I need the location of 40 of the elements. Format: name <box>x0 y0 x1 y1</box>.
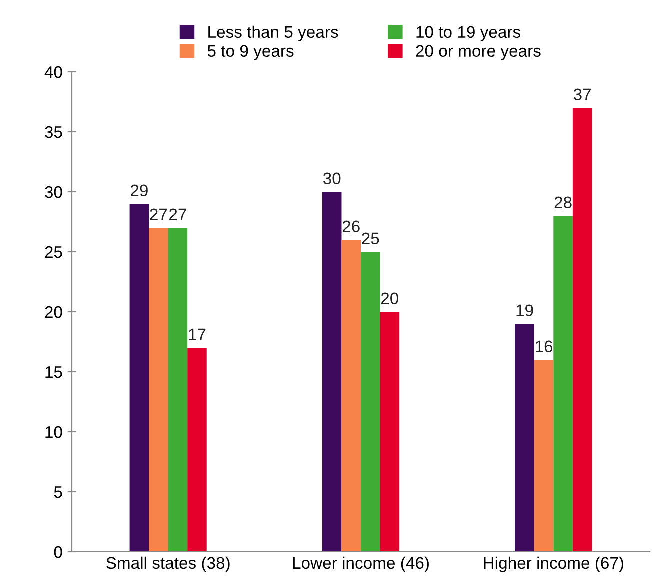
legend-label: 5 to 9 years <box>208 45 294 60</box>
y-tick-label: 30 <box>45 186 62 198</box>
bar <box>361 252 380 552</box>
x-tick-label: Small states (38) <box>106 556 230 572</box>
x-tick-label: Lower income (46) <box>293 556 429 572</box>
data-label: 20 <box>381 292 399 305</box>
data-label: 27 <box>150 208 168 220</box>
y-tick-label: 25 <box>45 246 62 258</box>
y-tick-label: 40 <box>44 66 62 78</box>
y-tick-label: 0 <box>54 546 62 558</box>
data-label: 16 <box>536 340 553 353</box>
data-label: 25 <box>362 232 380 245</box>
data-label: 19 <box>516 304 534 317</box>
bar <box>168 228 188 552</box>
data-label: 27 <box>170 208 186 220</box>
legend-label: Less than 5 years <box>208 26 338 42</box>
y-tick-label: 5 <box>54 486 62 498</box>
data-label: 17 <box>189 328 206 340</box>
bar <box>515 324 534 552</box>
bar <box>149 228 168 552</box>
bar <box>322 192 342 552</box>
data-label: 37 <box>574 88 591 101</box>
y-tick-label: 35 <box>45 126 62 138</box>
y-tick-label: 10 <box>46 426 62 438</box>
data-label: 29 <box>131 184 148 197</box>
bar <box>188 348 207 552</box>
y-tick-label: 15 <box>46 366 62 378</box>
data-label: 26 <box>342 220 360 233</box>
bar <box>380 312 400 552</box>
x-tick-label: Higher income (67) <box>484 556 624 572</box>
legend-label: 10 to 19 years <box>416 26 520 42</box>
y-tick-label: 20 <box>45 306 62 318</box>
bar <box>554 216 573 552</box>
bar <box>534 360 554 552</box>
bar <box>342 240 361 552</box>
bar <box>130 204 150 552</box>
data-label: 28 <box>554 196 572 209</box>
bar <box>572 108 592 552</box>
data-label: 30 <box>323 172 341 185</box>
legend-label: 20 or more years <box>416 45 541 60</box>
